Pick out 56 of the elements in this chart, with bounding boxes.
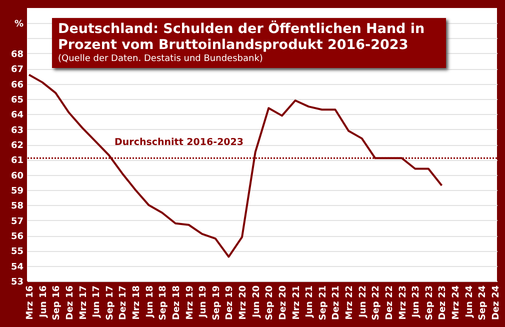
text: (Quelle der Daten. Destatis und Bundesbank) [58,54,264,64]
y-tick-label: % [14,20,24,30]
y-tick-label: 57 [10,216,24,227]
x-tick-label: Dez 21 [332,286,342,320]
y-tick-label: 55 [10,247,24,258]
y-tick-label: 59 [10,186,24,196]
x-tick-label: Mrz 19 [185,286,196,320]
y-tick-label: 67 [10,65,24,76]
y-tick-label: 66 [10,80,24,90]
x-tick-label: Jun 16 [38,286,49,318]
text: Deutschland: Schulden der Öffentlichen Hand in Prozent vom Bruttoinlandsprodukt 2016-2023 [58,21,426,53]
x-tick-label: Sep 20 [265,286,276,320]
x-tick-label: Dez 20 [278,286,288,320]
y-tick-label: 63 [10,126,24,136]
x-tick-label: Mrz 18 [132,286,142,320]
y-tick-label: 68 [10,50,24,60]
y-tick-label: 64 [10,110,24,121]
x-tick-label: Dez 18 [172,286,182,320]
x-tick-label: Mrz 17 [78,286,89,320]
x-tick-label: Dez 17 [118,286,129,320]
x-tick-label: Jun 17 [92,286,102,318]
x-tick-label: Sep 22 [372,286,382,320]
x-tick-label: Dez 23 [438,286,448,320]
y-tick-label: 58 [10,202,24,212]
x-tick-label: Mrz 24 [452,286,462,320]
x-tick-label: Jun 18 [145,286,156,318]
y-tick-label: 56 [10,232,24,242]
x-tick-label: Jun 19 [198,286,209,318]
x-tick-label: Dez 24 [492,286,502,320]
y-tick-label: 65 [10,96,24,106]
x-tick-label: Jun 22 [358,286,368,318]
x-tick-label: Mrz 20 [238,286,249,320]
x-tick-label: Dez 22 [384,286,395,320]
x-tick-label: Sep 17 [105,286,116,320]
x-tick-label: Mrz 23 [398,286,408,320]
x-tick-label: Jun 24 [464,286,475,318]
x-tick-label: Sep 19 [212,286,222,320]
x-tick-label: Sep 24 [478,286,488,320]
y-tick-label: 53 [10,278,24,288]
x-tick-label: Dez 19 [225,286,236,320]
ref-line-label: Durchschnitt 2016-2023 [114,137,244,148]
x-tick-label: Mrz 22 [345,286,356,320]
x-tick-label: Sep 16 [52,286,62,320]
x-tick-label: Sep 21 [318,286,328,320]
x-tick-label: Mrz 16 [25,286,36,320]
x-tick-label: Sep 23 [424,286,435,320]
y-tick-label: 62 [10,141,24,151]
x-tick-label: Mrz 21 [292,286,302,320]
x-tick-label: Jun 23 [412,286,422,318]
y-tick-label: 61 [10,156,24,166]
x-tick-label: Jun 20 [252,286,262,318]
y-tick-label: 60 [10,171,24,182]
x-tick-label: Dez 16 [65,286,76,320]
y-tick-label: 54 [10,262,24,272]
x-tick-label: Jun 21 [305,286,316,318]
x-tick-label: Sep 18 [158,286,169,320]
